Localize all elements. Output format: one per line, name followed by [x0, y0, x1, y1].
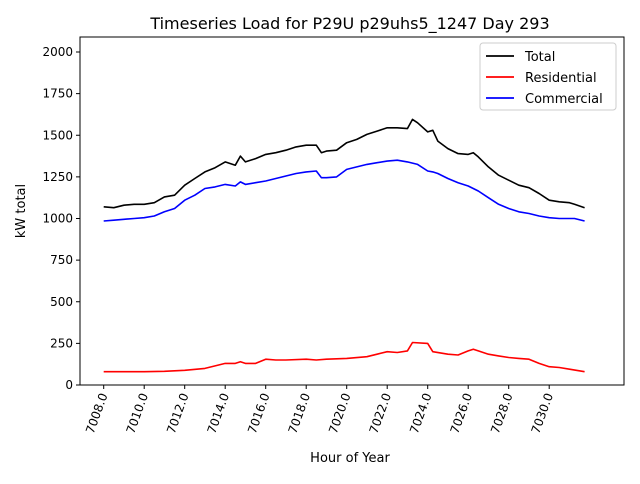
x-tick-label: 7020.0 — [326, 391, 354, 435]
y-axis-label: kW total — [14, 184, 29, 238]
x-tick-label: 7022.0 — [366, 391, 394, 435]
x-tick-label: 7012.0 — [164, 391, 192, 435]
legend-box — [479, 42, 617, 111]
x-tick-label: 7010.0 — [123, 391, 151, 435]
y-tick-label: 1750 — [42, 87, 73, 101]
x-tick-label: 7026.0 — [447, 391, 475, 435]
x-tick-label: 7028.0 — [488, 391, 516, 435]
series-line-commercial — [103, 159, 585, 222]
y-tick-label: 750 — [50, 253, 73, 267]
x-tick-label: 7008.0 — [83, 391, 111, 435]
y-tick-label: 500 — [50, 295, 73, 309]
series-lines — [103, 118, 585, 373]
y-axis-ticks: 0 250 500 750 1000 1250 1500 1750 2000 — [42, 45, 80, 392]
plot-frame — [79, 36, 625, 386]
series-line-residential — [103, 341, 585, 373]
x-tick-label: 7030.0 — [528, 391, 556, 435]
legend-label: Residential — [525, 71, 597, 86]
y-tick-label: 2000 — [42, 45, 73, 59]
y-tick-label: 1500 — [42, 128, 73, 142]
x-tick-label: 7014.0 — [204, 391, 232, 435]
legend-label: Total — [524, 50, 555, 65]
y-tick-label: 1250 — [42, 170, 73, 184]
y-tick-label: 0 — [65, 378, 73, 392]
legend: Total Residential Commercial — [479, 42, 617, 111]
legend-label: Commercial — [525, 92, 603, 107]
x-axis-ticks: 7008.0 7010.0 7012.0 7014.0 7016.0 7018.0 7020… — [83, 385, 556, 435]
y-tick-label: 1000 — [42, 212, 73, 226]
x-tick-label: 7016.0 — [245, 391, 273, 435]
x-axis-label: Hour of Year — [310, 451, 390, 466]
y-tick-label: 250 — [50, 336, 73, 350]
series-line-total — [103, 118, 585, 209]
x-tick-label: 7018.0 — [285, 391, 313, 435]
chart-title: Timeseries Load for P29U p29uhs5_1247 Da… — [149, 14, 549, 34]
x-tick-label: 7024.0 — [407, 391, 435, 435]
